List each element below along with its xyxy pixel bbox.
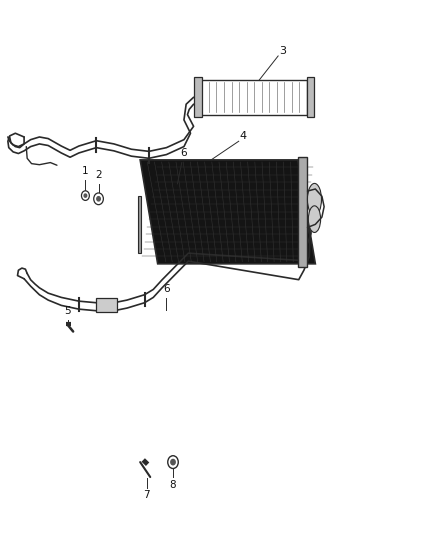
Bar xyxy=(138,196,141,253)
Text: 2: 2 xyxy=(95,170,102,180)
Bar xyxy=(201,80,307,115)
Bar xyxy=(96,298,117,312)
Text: 6: 6 xyxy=(180,148,187,158)
Circle shape xyxy=(168,456,178,469)
Text: 1: 1 xyxy=(82,166,89,176)
Text: 8: 8 xyxy=(170,480,177,490)
Bar xyxy=(298,157,307,266)
Circle shape xyxy=(84,194,87,197)
Text: 5: 5 xyxy=(64,305,71,316)
Text: 7: 7 xyxy=(143,490,150,500)
Circle shape xyxy=(171,459,175,465)
Ellipse shape xyxy=(308,206,321,232)
Circle shape xyxy=(97,197,100,201)
Text: 3: 3 xyxy=(279,46,286,55)
Text: 4: 4 xyxy=(240,131,247,141)
Bar xyxy=(307,77,314,117)
Bar xyxy=(194,77,202,117)
Text: 6: 6 xyxy=(163,284,170,294)
Circle shape xyxy=(94,193,103,205)
Polygon shape xyxy=(140,160,315,264)
Circle shape xyxy=(81,191,89,200)
Ellipse shape xyxy=(307,183,321,215)
